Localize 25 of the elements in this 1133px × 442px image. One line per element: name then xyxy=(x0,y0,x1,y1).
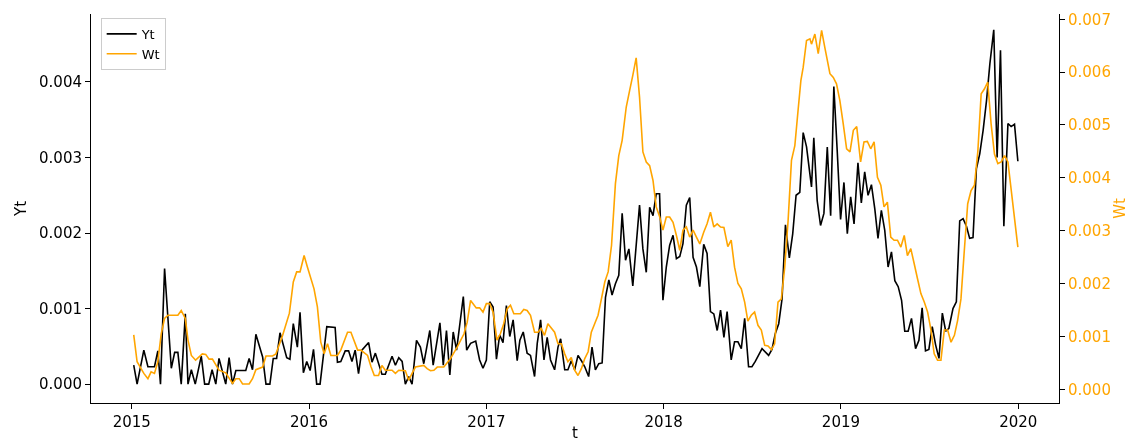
legend-label: Wt xyxy=(141,46,160,62)
x-tick-label: 2020 xyxy=(999,413,1038,431)
y2-tick-label: 0.000 xyxy=(1068,380,1111,399)
y2-tick-label: 0.006 xyxy=(1068,63,1111,82)
y-tick-label: 0.001 xyxy=(39,299,82,318)
y2-tick-label: 0.001 xyxy=(1068,327,1111,346)
line-series xyxy=(132,29,1019,385)
y-tick-label: 0.002 xyxy=(39,224,82,243)
x-tick-label: 2017 xyxy=(467,413,506,431)
x-tick-label: 2018 xyxy=(644,413,683,431)
x-tick-label: 2015 xyxy=(112,413,151,431)
y-tick-label: 0.004 xyxy=(39,73,82,92)
legend-label: Yt xyxy=(140,26,155,42)
y2-tick-label: 0.004 xyxy=(1068,169,1111,188)
x-axis-title: t xyxy=(572,424,579,442)
y2-tick-label: 0.003 xyxy=(1068,221,1111,240)
y2-tick-label: 0.005 xyxy=(1068,116,1111,135)
y-axis-title: Yt xyxy=(12,200,31,218)
x-tick-label: 2016 xyxy=(289,413,329,431)
y-tick-label: 0.000 xyxy=(39,375,82,394)
y-tick-label: 0.003 xyxy=(39,148,82,167)
y2-axis-title: Wt xyxy=(1110,198,1129,219)
x-tick-label: 2019 xyxy=(821,413,861,431)
y2-tick-label: 0.002 xyxy=(1068,274,1111,293)
y2-tick-label: 0.007 xyxy=(1068,10,1111,29)
